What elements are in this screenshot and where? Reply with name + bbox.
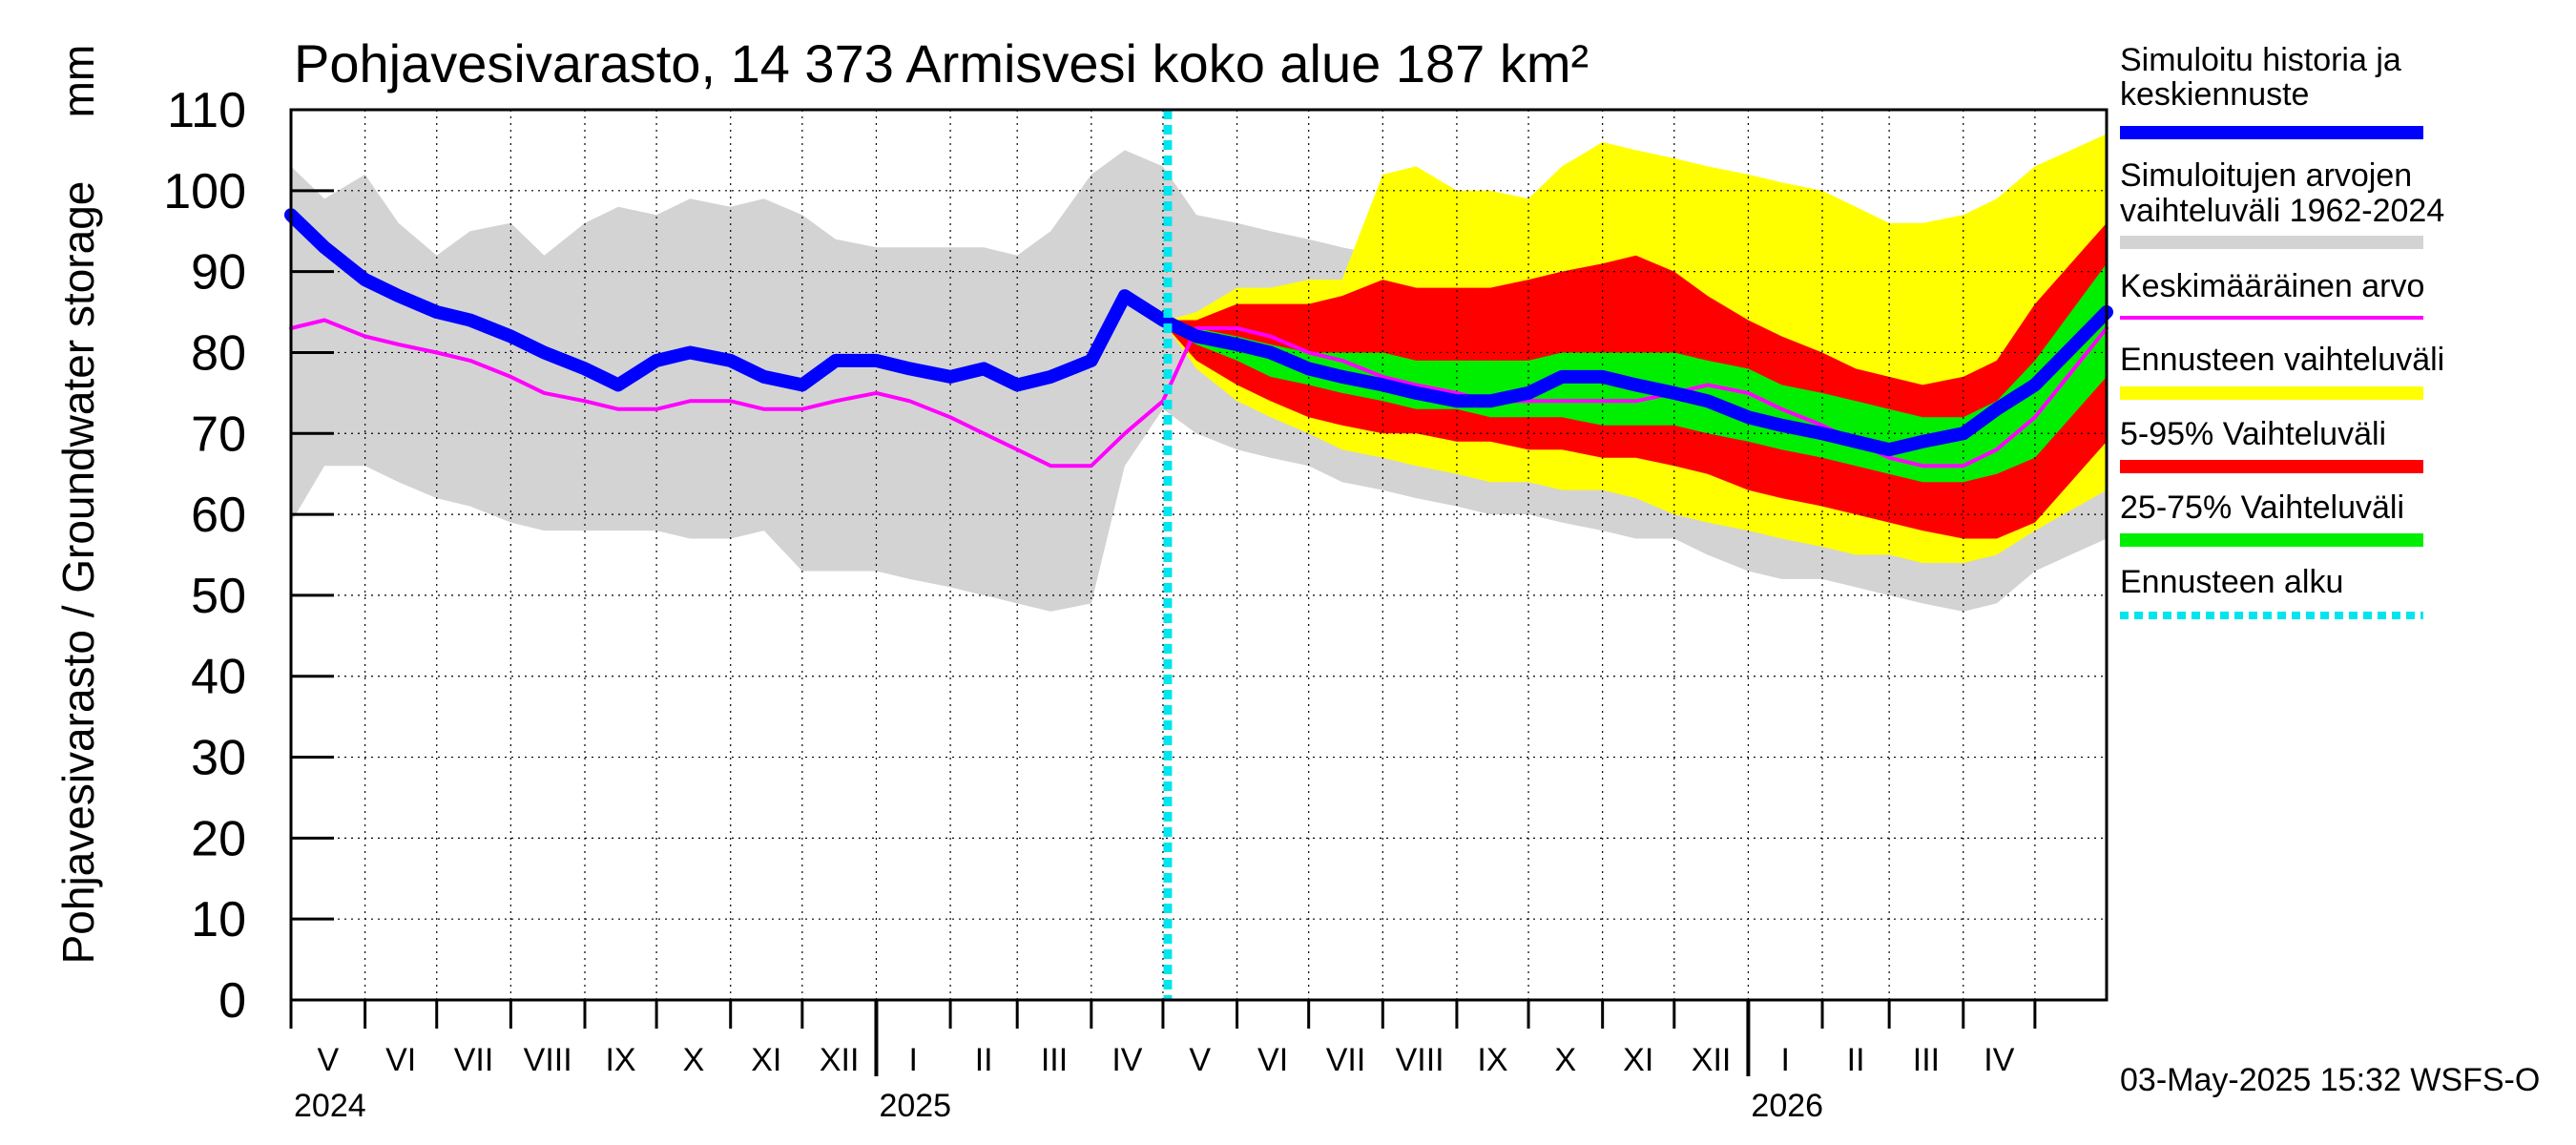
legend-label-7: Ennusteen alku: [2120, 564, 2343, 600]
x-month-label-5: X: [683, 1042, 705, 1078]
x-month-label-21: II: [1847, 1042, 1865, 1078]
x-month-label-7: XII: [820, 1042, 860, 1078]
x-month-label-0: V: [317, 1042, 339, 1078]
x-month-label-8: I: [909, 1042, 918, 1078]
chart-title: Pohjavesivarasto, 14 373 Armisvesi koko …: [294, 33, 1589, 94]
y-axis-label: Pohjavesivarasto / Groundwater storage: [53, 181, 103, 965]
x-month-label-19: XII: [1692, 1042, 1732, 1078]
x-year-label-2024: 2024: [294, 1088, 366, 1124]
x-month-label-15: VIII: [1396, 1042, 1444, 1078]
band-4: [1167, 263, 2107, 483]
y-tick-label-70: 70: [191, 406, 246, 462]
x-month-label-23: IV: [1984, 1042, 2014, 1078]
plot-frame: [289, 108, 2109, 1002]
footer-timestamp: 03-May-2025 15:32 WSFS-O: [2120, 1062, 2540, 1098]
legend-label-1-b: keskiennuste: [2120, 76, 2309, 113]
y-tick-label-30: 30: [191, 731, 246, 786]
y-tick-label-100: 100: [163, 164, 246, 219]
x-month-label-3: VIII: [524, 1042, 572, 1078]
series-line-2: [284, 208, 2113, 457]
x-month-label-1: VI: [385, 1042, 416, 1078]
grid-layer: [291, 110, 2107, 1000]
y-tick-label-60: 60: [191, 488, 246, 543]
legend-label-2-b: vaihteluväli 1962-2024: [2120, 193, 2444, 229]
x-month-label-2: VII: [454, 1042, 494, 1078]
y-tick-label-50: 50: [191, 569, 246, 624]
x-year-label-2026: 2026: [1751, 1088, 1823, 1124]
x-month-label-10: III: [1041, 1042, 1068, 1078]
y-tick-label-20: 20: [191, 811, 246, 866]
series-line-1: [289, 318, 2109, 468]
x-month-label-20: I: [1780, 1042, 1789, 1078]
y-tick-label-80: 80: [191, 325, 246, 381]
y-tick-label-40: 40: [191, 650, 246, 705]
y-tick-label-0: 0: [218, 973, 246, 1029]
legend-label-2: Simuloitujen arvojen: [2120, 157, 2412, 194]
x-month-label-22: III: [1913, 1042, 1940, 1078]
x-month-label-13: VI: [1257, 1042, 1288, 1078]
legend-label-6: 25-75% Vaihteluväli: [2120, 489, 2404, 526]
legend-label-4: Ennusteen vaihteluväli: [2120, 342, 2444, 378]
x-month-label-14: VII: [1326, 1042, 1366, 1078]
legend-label-5: 5-95% Vaihteluväli: [2120, 416, 2386, 452]
x-month-label-18: XI: [1623, 1042, 1653, 1078]
legend-label-3: Keskimääräinen arvo: [2120, 268, 2424, 304]
y-tick-label-90: 90: [191, 245, 246, 301]
x-month-label-16: IX: [1477, 1042, 1507, 1078]
line-layer: [284, 110, 2113, 1000]
x-month-label-11: IV: [1111, 1042, 1142, 1078]
x-month-label-4: IX: [605, 1042, 635, 1078]
x-month-label-6: XI: [751, 1042, 781, 1078]
x-month-label-12: V: [1189, 1042, 1211, 1078]
x-year-label-2025: 2025: [879, 1088, 951, 1124]
y-tick-label-10: 10: [191, 892, 246, 947]
y-tick-label-110: 110: [167, 83, 246, 138]
legend-label-1: Simuloitu historia ja: [2120, 42, 2401, 78]
x-month-label-17: X: [1555, 1042, 1577, 1078]
x-month-label-9: II: [975, 1042, 993, 1078]
y-axis-unit: mm: [53, 45, 103, 118]
